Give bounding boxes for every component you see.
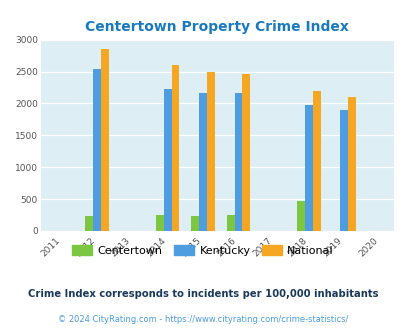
Bar — [164, 89, 171, 231]
Bar — [234, 92, 242, 231]
Bar — [101, 49, 109, 231]
Bar — [296, 201, 305, 231]
Bar — [171, 65, 179, 231]
Legend: Centertown, Kentucky, National: Centertown, Kentucky, National — [68, 241, 337, 260]
Bar — [340, 111, 347, 231]
Bar — [305, 105, 312, 231]
Bar — [156, 215, 164, 231]
Bar — [93, 69, 101, 231]
Bar — [242, 74, 249, 231]
Bar — [207, 72, 214, 231]
Bar — [191, 216, 199, 231]
Bar — [85, 216, 93, 231]
Title: Centertown Property Crime Index: Centertown Property Crime Index — [85, 20, 348, 34]
Bar — [347, 97, 355, 231]
Bar — [312, 91, 320, 231]
Text: Crime Index corresponds to incidents per 100,000 inhabitants: Crime Index corresponds to incidents per… — [28, 289, 377, 299]
Text: © 2024 CityRating.com - https://www.cityrating.com/crime-statistics/: © 2024 CityRating.com - https://www.city… — [58, 315, 347, 324]
Bar — [199, 92, 207, 231]
Bar — [226, 215, 234, 231]
